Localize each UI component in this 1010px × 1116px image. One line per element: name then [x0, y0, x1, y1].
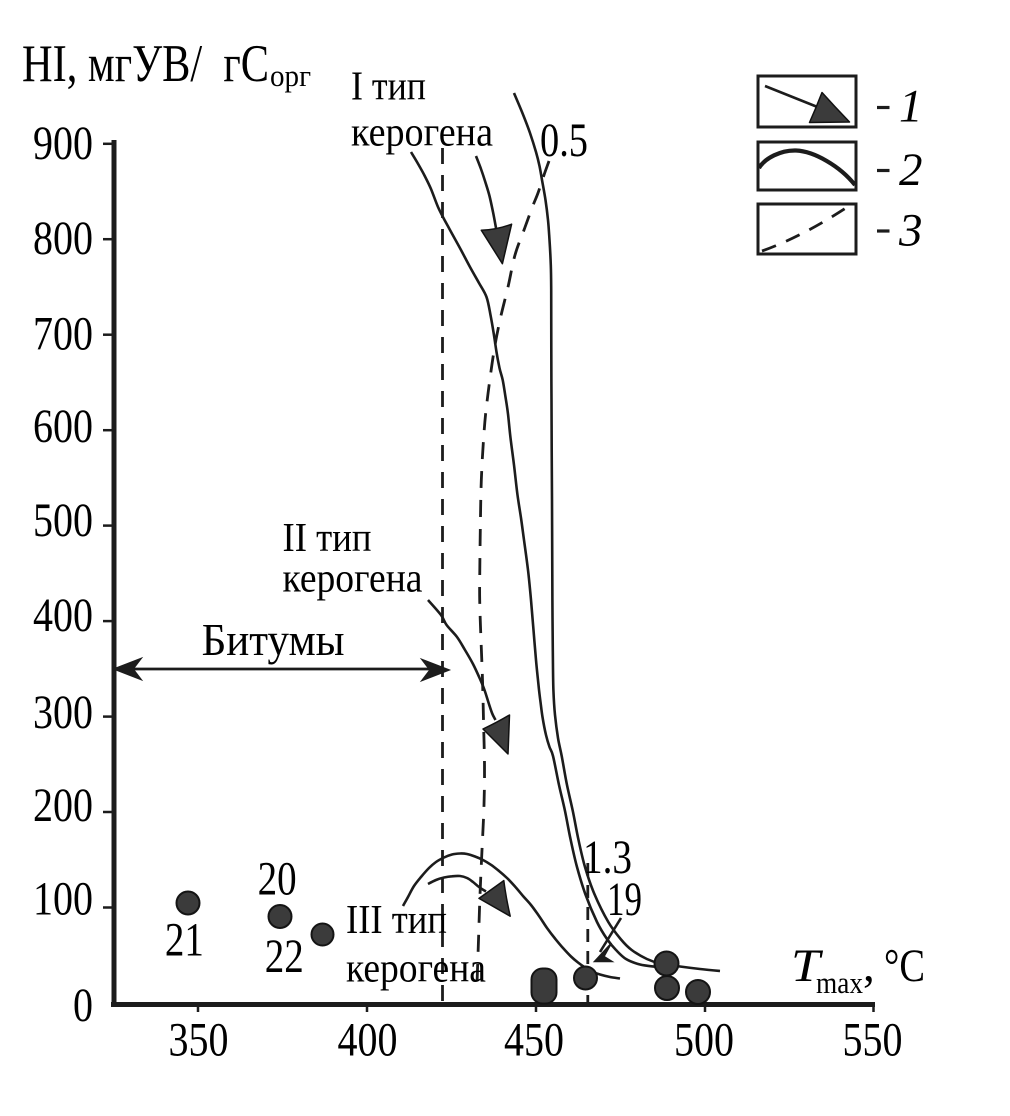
svg-text:550: 550: [843, 1014, 903, 1067]
svg-text:350: 350: [169, 1014, 229, 1067]
svg-text:100: 100: [33, 873, 93, 926]
svg-text:°C: °C: [884, 940, 925, 992]
svg-text:керогена: керогена: [283, 555, 423, 601]
svg-text:1.3: 1.3: [583, 831, 632, 884]
svg-text:HI, мгУВ/ гС: HI, мгУВ/ гС: [22, 35, 269, 93]
svg-text:2: 2: [899, 144, 923, 196]
svg-text:400: 400: [33, 589, 93, 642]
svg-text:19: 19: [607, 873, 642, 926]
svg-text:III тип: III тип: [346, 896, 447, 942]
svg-text:700: 700: [33, 308, 93, 361]
svg-text:20: 20: [258, 853, 297, 906]
svg-text:max: max: [816, 965, 863, 1000]
svg-text:T: T: [791, 940, 823, 992]
svg-text:II тип: II тип: [283, 514, 372, 560]
svg-text:,: ,: [863, 940, 875, 992]
svg-text:орг: орг: [270, 58, 311, 93]
svg-text:Битумы: Битумы: [202, 615, 345, 665]
svg-text:400: 400: [338, 1014, 398, 1067]
svg-text:600: 600: [33, 400, 93, 453]
svg-text:0: 0: [73, 979, 93, 1032]
svg-text:I тип: I тип: [351, 63, 426, 109]
svg-text:22: 22: [265, 930, 304, 983]
svg-text:21: 21: [165, 914, 204, 967]
svg-text:500: 500: [33, 494, 93, 547]
svg-text:900: 900: [33, 117, 93, 170]
svg-text:3: 3: [898, 205, 923, 257]
svg-text:300: 300: [33, 686, 93, 739]
svg-text:450: 450: [504, 1014, 564, 1067]
svg-text:керогена: керогена: [351, 109, 493, 155]
svg-text:500: 500: [674, 1014, 734, 1067]
svg-text:1: 1: [899, 81, 923, 133]
svg-text:200: 200: [33, 779, 93, 832]
svg-text:керогена: керогена: [346, 945, 486, 991]
svg-text:0.5: 0.5: [540, 114, 588, 167]
svg-text:800: 800: [33, 212, 93, 265]
